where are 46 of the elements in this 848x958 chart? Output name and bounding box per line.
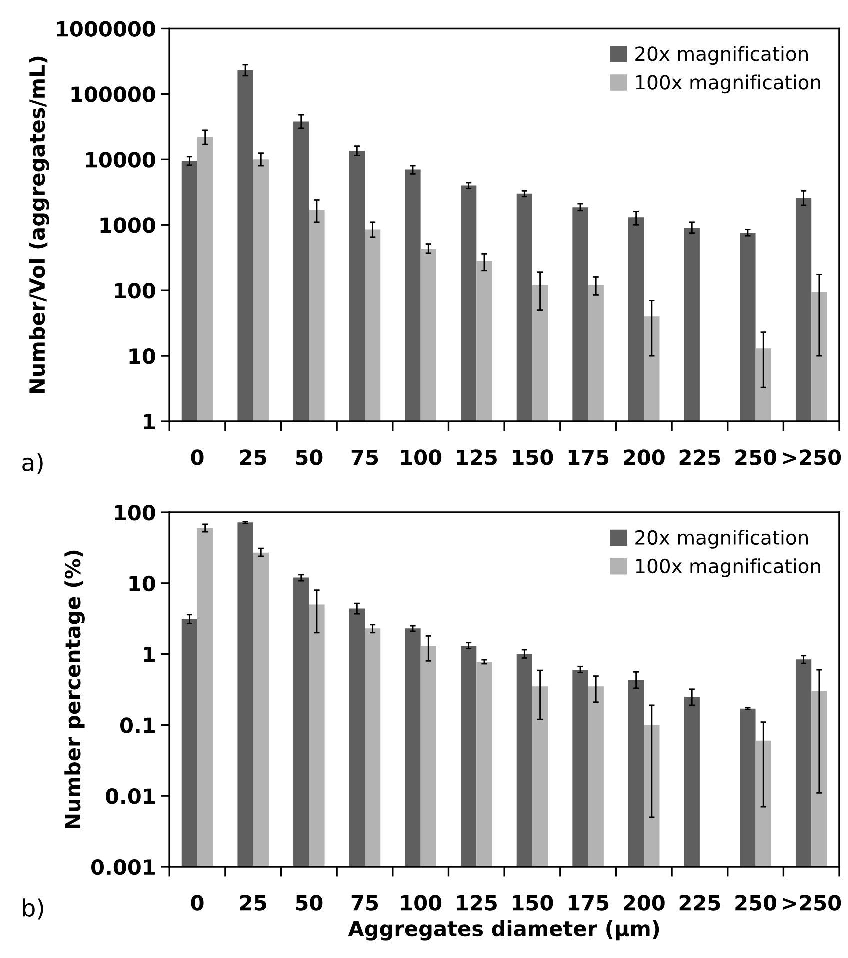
legend-label: 20x magnification bbox=[636, 46, 808, 66]
x-tick-label: 75 bbox=[352, 450, 378, 466]
x-tick-label: 0 bbox=[191, 895, 204, 911]
x-tick-label: 25 bbox=[240, 450, 266, 466]
y-tick-label: 1 bbox=[144, 414, 155, 430]
y-tick-label: 10 bbox=[130, 348, 156, 364]
x-tick-label: >250 bbox=[783, 450, 842, 466]
x-tick-label: 250 bbox=[736, 895, 777, 911]
x-tick-label: >250 bbox=[783, 895, 842, 911]
x-tick-label: 25 bbox=[240, 895, 266, 911]
x-tick-label: 225 bbox=[680, 450, 720, 466]
legend-label: 20x magnification bbox=[636, 530, 808, 549]
x-tick-label: 100 bbox=[401, 895, 442, 911]
y-axis-title: Number percentage (%) bbox=[64, 550, 85, 829]
x-tick-label: 225 bbox=[680, 895, 720, 911]
x-tick-label: 200 bbox=[624, 895, 665, 911]
y-tick-label: 0.001 bbox=[92, 859, 155, 876]
x-tick-label: 200 bbox=[624, 450, 665, 466]
x-tick-label: 100 bbox=[401, 450, 442, 466]
x-tick-label: 125 bbox=[457, 450, 497, 466]
y-tick-label: 1000000 bbox=[57, 21, 156, 37]
y-tick-label: 100 bbox=[115, 283, 156, 299]
x-tick-label: 50 bbox=[296, 450, 323, 466]
y-axis-title: Number/Vol (aggregates/mL) bbox=[29, 56, 50, 394]
text: b) bbox=[23, 898, 44, 920]
y-tick-label: 0.01 bbox=[106, 788, 155, 804]
legend-label: 100x magnification bbox=[636, 558, 820, 578]
y-tick-label: 100 bbox=[115, 504, 156, 521]
x-tick-label: 125 bbox=[457, 895, 497, 911]
y-tick-label: 100000 bbox=[72, 86, 156, 102]
x-tick-label: 150 bbox=[513, 895, 554, 911]
x-tick-label: 250 bbox=[736, 450, 777, 466]
y-tick-label: 0.1 bbox=[120, 718, 155, 734]
legend-label: 100x magnification bbox=[636, 74, 820, 94]
x-axis-title: Aggregates diameter (µm) bbox=[348, 920, 660, 941]
text: a) bbox=[22, 453, 43, 474]
y-tick-label: 10000 bbox=[86, 152, 156, 168]
x-tick-label: 150 bbox=[513, 450, 554, 466]
x-tick-label: 75 bbox=[352, 895, 378, 911]
x-tick-label: 175 bbox=[568, 450, 609, 466]
x-tick-label: 175 bbox=[568, 895, 609, 911]
y-tick-label: 1 bbox=[144, 647, 155, 662]
x-tick-label: 50 bbox=[296, 895, 323, 911]
y-tick-label: 1000 bbox=[100, 218, 156, 234]
y-tick-label: 10 bbox=[130, 576, 156, 592]
x-tick-label: 0 bbox=[191, 450, 204, 466]
